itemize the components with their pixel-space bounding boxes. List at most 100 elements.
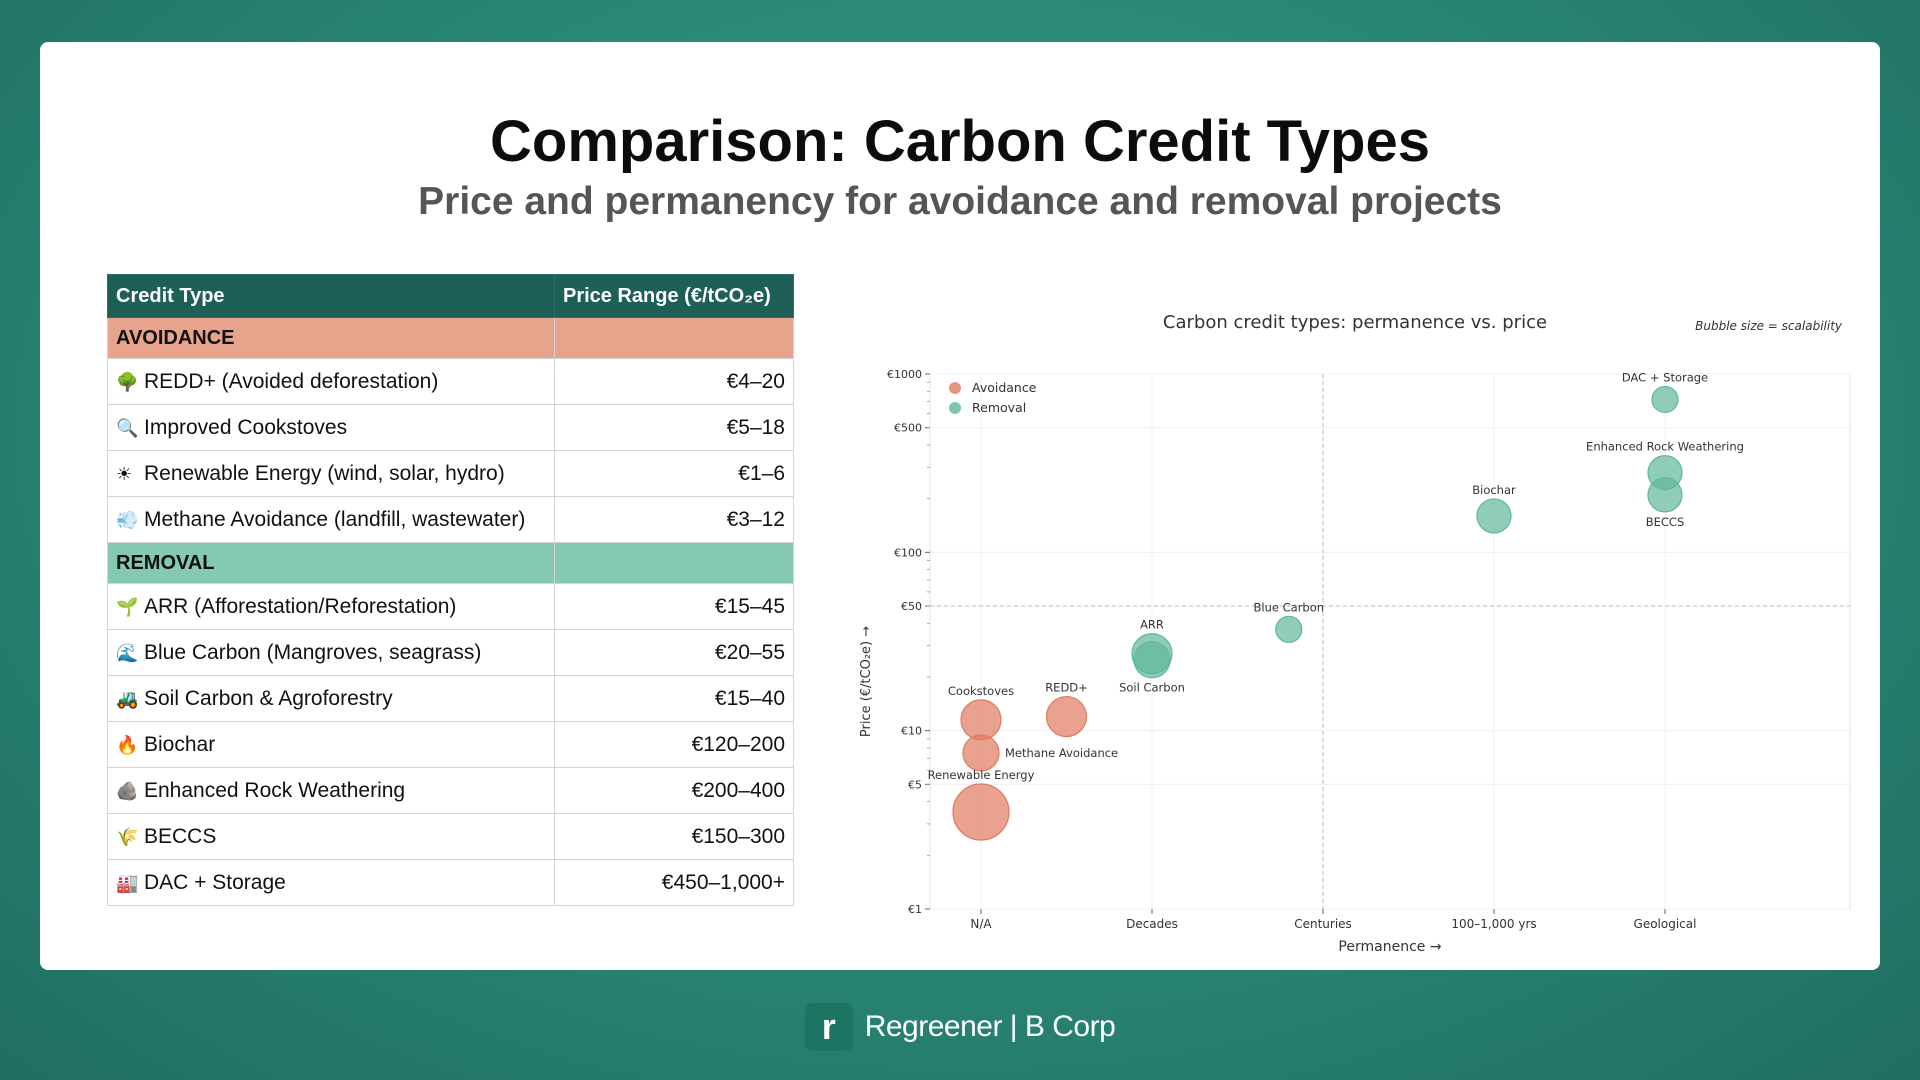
table-header-row: Credit Type Price Range (€/tCO₂e) bbox=[107, 274, 794, 318]
credit-type-cell: 🚜 Soil Carbon & Agroforestry bbox=[107, 675, 555, 722]
y-tick-label: €100 bbox=[894, 546, 922, 559]
credit-type-name: Blue Carbon (Mangroves, seagrass) bbox=[144, 640, 482, 664]
price-range-cell: €15–40 bbox=[554, 675, 794, 722]
y-tick-label: €10 bbox=[901, 725, 922, 738]
table-row: 💨 Methane Avoidance (landfill, wastewater… bbox=[107, 496, 794, 543]
section-label: AVOIDANCE bbox=[107, 317, 555, 359]
footer: r Regreener | B Corp bbox=[0, 1002, 1920, 1052]
grain-icon: 🌾 bbox=[116, 826, 139, 847]
tree-icon: 🌳 bbox=[116, 371, 139, 392]
fire-icon: 🔥 bbox=[116, 734, 139, 755]
price-range-cell: €5–18 bbox=[554, 404, 794, 451]
price-range-cell: €450–1,000+ bbox=[554, 859, 794, 906]
data-label: Cookstoves bbox=[948, 684, 1014, 698]
table-row: ☀ Renewable Energy (wind, solar, hydro) €1… bbox=[107, 450, 794, 497]
y-tick-label: €1 bbox=[908, 903, 922, 916]
y-tick-label: €1000 bbox=[887, 368, 922, 381]
data-label: Methane Avoidance bbox=[1005, 746, 1118, 760]
price-range-cell: €15–45 bbox=[554, 583, 794, 630]
credit-type-cell: ☀ Renewable Energy (wind, solar, hydro) bbox=[107, 450, 555, 497]
seedling-icon: 🌱 bbox=[116, 596, 139, 617]
data-label: Blue Carbon bbox=[1254, 600, 1325, 614]
table-row: 🌊 Blue Carbon (Mangroves, seagrass) €20–55 bbox=[107, 629, 794, 676]
table-row: 🔥 Biochar €120–200 bbox=[107, 721, 794, 768]
price-range-cell: €200–400 bbox=[554, 767, 794, 814]
data-point-redd- bbox=[1045, 695, 1088, 738]
data-label: BECCS bbox=[1646, 515, 1685, 529]
chart-title: Carbon credit types: permanence vs. pric… bbox=[1163, 312, 1547, 333]
credit-type-cell: 🌱 ARR (Afforestation/Reforestation) bbox=[107, 583, 555, 630]
slide-card: Comparison: Carbon Credit Types Price an… bbox=[40, 42, 1880, 970]
credit-type-cell: 🪨 Enhanced Rock Weathering bbox=[107, 767, 555, 814]
data-point-methane-avoidance bbox=[962, 734, 1000, 772]
x-tick-label: Decades bbox=[1126, 917, 1178, 931]
header-price-range: Price Range (€/tCO₂e) bbox=[554, 274, 794, 318]
rock-icon: 🪨 bbox=[116, 780, 139, 801]
data-label: REDD+ bbox=[1045, 681, 1088, 695]
wind-icon: 💨 bbox=[116, 509, 139, 530]
x-tick-label: N/A bbox=[970, 917, 992, 931]
legend-label: Removal bbox=[972, 400, 1026, 415]
credit-type-cell: 🔍 Improved Cookstoves bbox=[107, 404, 555, 451]
credit-type-name: Enhanced Rock Weathering bbox=[144, 778, 406, 802]
credit-type-cell: 🔥 Biochar bbox=[107, 721, 555, 768]
x-tick-label: Centuries bbox=[1294, 917, 1352, 931]
credit-type-cell: 🌾 BECCS bbox=[107, 813, 555, 860]
plot-area bbox=[929, 373, 1851, 910]
data-point-cookstoves bbox=[960, 699, 1002, 741]
chart-note: Bubble size = scalability bbox=[1695, 319, 1843, 333]
data-label: Renewable Energy bbox=[928, 768, 1035, 782]
table-row: 🚜 Soil Carbon & Agroforestry €15–40 bbox=[107, 675, 794, 722]
data-label: Enhanced Rock Weathering bbox=[1586, 440, 1744, 454]
credit-type-name: BECCS bbox=[144, 824, 217, 848]
price-range-cell: €150–300 bbox=[554, 813, 794, 860]
legend-marker-avoidance bbox=[949, 382, 961, 394]
credit-types-table: Credit Type Price Range (€/tCO₂e) AVOIDA… bbox=[107, 274, 794, 906]
section-row-avoidance: AVOIDANCE bbox=[107, 317, 794, 359]
credit-type-name: Soil Carbon & Agroforestry bbox=[144, 686, 393, 710]
data-point-soil-carbon bbox=[1133, 641, 1171, 679]
price-range-cell: €20–55 bbox=[554, 629, 794, 676]
credit-type-cell: 🏭 DAC + Storage bbox=[107, 859, 555, 906]
price-range-cell: €4–20 bbox=[554, 358, 794, 405]
legend-marker-removal bbox=[949, 402, 961, 414]
credit-type-cell: 💨 Methane Avoidance (landfill, wastewater… bbox=[107, 496, 555, 543]
magnifier-icon: 🔍 bbox=[116, 417, 139, 438]
legend-label: Avoidance bbox=[972, 380, 1037, 395]
data-point-renewable-energy bbox=[952, 783, 1010, 841]
credit-type-name: Renewable Energy (wind, solar, hydro) bbox=[144, 461, 505, 485]
credit-type-name: REDD+ (Avoided deforestation) bbox=[144, 369, 439, 393]
x-axis-label: Permanence → bbox=[1338, 939, 1441, 955]
credit-type-name: Methane Avoidance (landfill, wastewater) bbox=[144, 507, 526, 531]
data-label: Soil Carbon bbox=[1119, 681, 1185, 695]
wave-icon: 🌊 bbox=[116, 642, 139, 663]
y-tick-label: €5 bbox=[908, 778, 922, 791]
x-tick-label: 100–1,000 yrs bbox=[1451, 917, 1536, 931]
credit-type-name: Biochar bbox=[144, 732, 216, 756]
x-tick-label: Geological bbox=[1634, 917, 1697, 931]
data-label: Biochar bbox=[1472, 483, 1516, 497]
credit-type-cell: 🌳 REDD+ (Avoided deforestation) bbox=[107, 358, 555, 405]
slide-subtitle: Price and permanency for avoidance and r… bbox=[418, 180, 1502, 223]
y-tick-label: €50 bbox=[901, 600, 922, 613]
table-row: 🌾 BECCS €150–300 bbox=[107, 813, 794, 860]
credit-type-name: ARR (Afforestation/Reforestation) bbox=[144, 594, 457, 618]
price-range-cell: €3–12 bbox=[554, 496, 794, 543]
factory-icon: 🏭 bbox=[116, 872, 139, 893]
section-row-removal: REMOVAL bbox=[107, 542, 794, 584]
y-axis-label: Price (€/tCO₂e) → bbox=[859, 626, 874, 737]
permanence-price-chart: Carbon credit types: permanence vs. pric… bbox=[859, 312, 1851, 955]
table-row: 🌳 REDD+ (Avoided deforestation) €4–20 bbox=[107, 358, 794, 405]
data-point-beccs bbox=[1647, 477, 1683, 513]
data-label: ARR bbox=[1140, 618, 1164, 632]
brand-name: Regreener | B Corp bbox=[864, 1010, 1116, 1043]
credit-type-cell: 🌊 Blue Carbon (Mangroves, seagrass) bbox=[107, 629, 555, 676]
data-point-dac-storage bbox=[1651, 385, 1679, 414]
header-credit-type: Credit Type bbox=[107, 274, 555, 318]
sun-icon: ☀ bbox=[116, 463, 133, 484]
y-tick-label: €500 bbox=[894, 422, 922, 435]
table-row: 🔍 Improved Cookstoves €5–18 bbox=[107, 404, 794, 451]
section-label: REMOVAL bbox=[107, 542, 555, 584]
table-row: 🏭 DAC + Storage €450–1,000+ bbox=[107, 859, 794, 906]
price-range-cell: €1–6 bbox=[554, 450, 794, 497]
